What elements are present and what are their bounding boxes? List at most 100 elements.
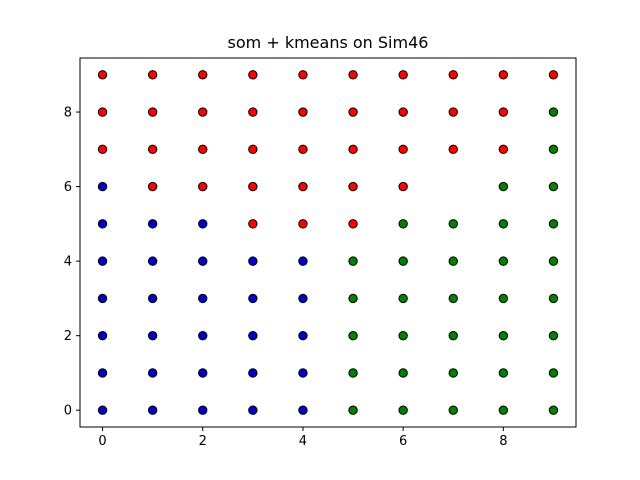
data-point-blue: [298, 256, 308, 266]
data-point-green: [448, 219, 458, 229]
data-point-blue: [97, 368, 108, 378]
x-tick-label: 4: [299, 434, 307, 449]
data-point-green: [348, 293, 358, 304]
chart-title: som + kmeans on Sim46: [228, 33, 429, 52]
x-tick-label: 8: [499, 434, 507, 449]
data-point-blue: [147, 256, 158, 266]
data-point-red: [448, 70, 458, 80]
data-point-green: [398, 256, 408, 266]
data-point-green: [398, 330, 408, 341]
data-point-blue: [97, 219, 108, 229]
y-tick-label: 2: [64, 329, 72, 344]
data-point-red: [198, 181, 208, 192]
data-point-red: [248, 219, 258, 229]
data-point-blue: [198, 256, 208, 266]
data-point-blue: [198, 405, 208, 415]
y-tick-label: 0: [64, 404, 72, 419]
data-point-red: [398, 70, 408, 80]
data-point-blue: [97, 181, 108, 192]
data-point-green: [498, 256, 509, 266]
data-point-blue: [198, 330, 208, 341]
data-point-blue: [198, 368, 208, 378]
data-point-green: [348, 405, 358, 415]
data-point-blue: [97, 256, 108, 266]
data-point-red: [548, 70, 559, 80]
data-point-green: [448, 405, 458, 415]
data-point-green: [398, 219, 408, 229]
data-point-green: [348, 368, 358, 378]
plot-area: [79, 57, 577, 428]
data-point-blue: [248, 256, 258, 266]
data-point-blue: [147, 219, 158, 229]
data-point-blue: [298, 368, 308, 378]
data-point-red: [498, 107, 509, 117]
data-point-green: [498, 181, 509, 192]
data-point-red: [498, 70, 509, 80]
data-point-red: [298, 107, 308, 117]
data-point-red: [348, 219, 358, 229]
data-point-red: [198, 107, 208, 117]
data-point-green: [548, 107, 559, 117]
data-point-red: [198, 70, 208, 80]
data-point-green: [548, 256, 559, 266]
data-point-green: [498, 405, 509, 415]
data-point-red: [348, 70, 358, 80]
y-tick-label: 4: [64, 255, 72, 270]
data-point-red: [147, 181, 158, 192]
y-tick-label: 8: [64, 106, 72, 121]
data-point-green: [548, 219, 559, 229]
data-point-red: [248, 181, 258, 192]
data-point-blue: [298, 405, 308, 415]
data-point-blue: [298, 330, 308, 341]
data-point-red: [298, 181, 308, 192]
x-tick-label: 0: [98, 434, 106, 449]
y-tick-label: 6: [64, 180, 72, 195]
data-point-blue: [198, 219, 208, 229]
data-point-blue: [147, 330, 158, 341]
data-point-red: [248, 107, 258, 117]
data-point-green: [398, 293, 408, 304]
y-axis: 0 2 4 6 8: [64, 106, 80, 419]
data-point-green: [548, 181, 559, 192]
data-point-blue: [147, 368, 158, 378]
data-point-blue: [198, 293, 208, 304]
data-point-red: [147, 144, 158, 155]
data-point-green: [548, 144, 559, 155]
data-points: [97, 70, 559, 415]
data-point-green: [498, 293, 509, 304]
data-point-blue: [248, 368, 258, 378]
data-point-blue: [298, 293, 308, 304]
data-point-green: [348, 330, 358, 341]
data-point-red: [248, 144, 258, 155]
data-point-green: [448, 330, 458, 341]
data-point-blue: [248, 330, 258, 341]
data-point-red: [248, 70, 258, 80]
data-point-red: [448, 107, 458, 117]
x-tick-label: 2: [199, 434, 207, 449]
data-point-green: [498, 330, 509, 341]
data-point-green: [548, 368, 559, 378]
data-point-red: [348, 107, 358, 117]
data-point-red: [348, 181, 358, 192]
data-point-green: [548, 293, 559, 304]
data-point-green: [498, 368, 509, 378]
data-point-green: [498, 219, 509, 229]
data-point-green: [398, 405, 408, 415]
data-point-red: [97, 107, 108, 117]
data-point-red: [97, 70, 108, 80]
data-point-green: [448, 293, 458, 304]
data-point-blue: [97, 293, 108, 304]
data-point-red: [298, 144, 308, 155]
data-point-red: [398, 144, 408, 155]
data-point-green: [448, 368, 458, 378]
data-point-blue: [147, 293, 158, 304]
data-point-blue: [97, 405, 108, 415]
data-point-red: [498, 144, 509, 155]
data-point-red: [298, 70, 308, 80]
data-point-green: [548, 405, 559, 415]
data-point-blue: [248, 405, 258, 415]
data-point-red: [147, 70, 158, 80]
data-point-red: [348, 144, 358, 155]
data-point-red: [448, 144, 458, 155]
